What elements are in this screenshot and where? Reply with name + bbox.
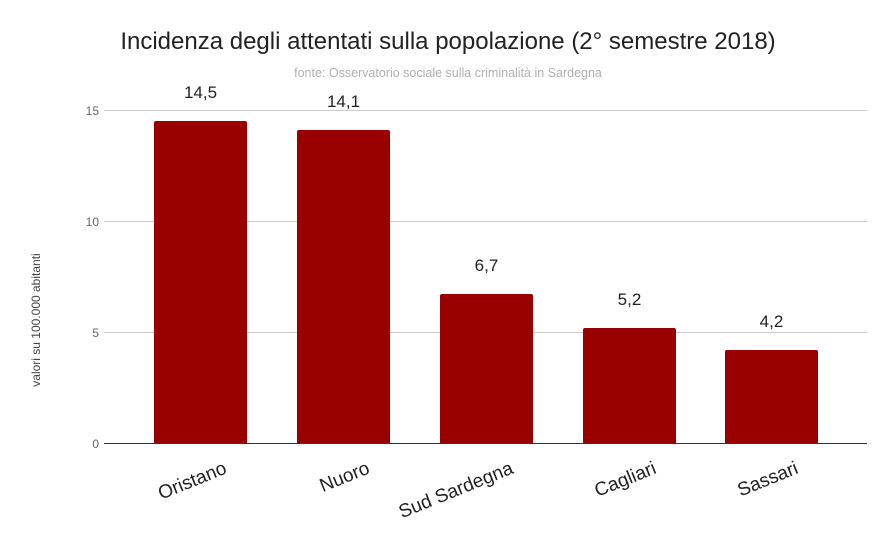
bar-value-label: 5,2 [617, 289, 642, 309]
x-tick-label: Cagliari [591, 458, 659, 502]
y-axis-label: valori su 100.000 abitanti [29, 253, 43, 387]
x-axis-baseline [104, 443, 867, 444]
bar-value-label: 4,2 [759, 311, 784, 331]
x-tick-label: Sud Sardegna [395, 458, 516, 523]
bar-value-label: 14,1 [326, 91, 361, 111]
chart-title: Incidenza degli attentati sulla popolazi… [120, 28, 776, 55]
bar-sud-sardegna[interactable] [440, 294, 533, 443]
y-tick-label: 10 [85, 215, 99, 229]
chart-subtitle: fonte: Osservatorio sociale sulla crimin… [294, 66, 602, 80]
bar-value-label: 6,7 [474, 256, 499, 276]
bar-cagliari[interactable] [583, 327, 676, 443]
plot-area: 0 5 10 15 14,5 14,1 6,7 5,2 4,2 [86, 83, 867, 451]
bar-nuoro[interactable] [297, 129, 390, 443]
gridline [104, 110, 867, 111]
gridline [104, 221, 867, 222]
y-tick-label: 5 [92, 326, 99, 340]
bar-sassari[interactable] [725, 349, 818, 443]
y-tick-label: 0 [92, 437, 99, 451]
x-tick-label: Oristano [155, 458, 230, 505]
y-tick-label: 15 [85, 104, 99, 118]
bar-oristano[interactable] [154, 121, 247, 443]
x-tick-label: Nuoro [317, 458, 373, 497]
bar-value-label: 14,5 [183, 83, 218, 103]
x-tick-label: Sassari [734, 458, 801, 502]
